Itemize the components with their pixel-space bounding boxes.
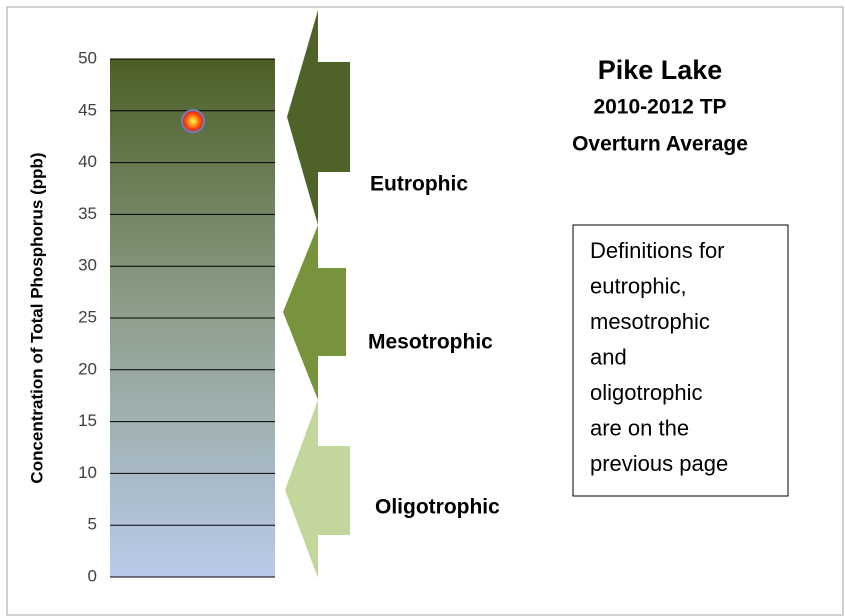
y-tick-label: 40 [78,152,97,171]
y-tick-label: 45 [78,100,97,119]
subtitle: 2010-2012 TP [593,96,726,119]
frame [6,6,844,616]
subtitle: Overturn Average [572,133,748,156]
point [181,109,205,134]
y-tick-label: 5 [88,515,97,534]
y-tick-label: 50 [78,48,97,67]
annotation: Oligotrophic [375,496,500,519]
annotation: Eutrophic [370,173,468,196]
y-tick-label: 15 [78,411,97,430]
note-line: eutrophic, [590,273,687,298]
y-tick-label: 35 [78,204,97,223]
note-box [572,224,789,497]
oligotrophic-arrow [285,400,350,578]
y-tick-label: 25 [78,307,97,326]
note-line: previous page [590,451,728,476]
mesotrophic-arrow [283,225,346,400]
note-line: and [590,344,627,369]
annotation: Mesotrophic [368,331,493,354]
note-line: Definitions for [590,238,725,263]
note-line: are on the [590,415,689,440]
note-line: mesotrophic [590,309,710,334]
y-axis-label: Concentration of Total Phosphorus (ppb) [27,152,46,483]
y-tick-label: 10 [78,463,97,482]
y-tick-label: 30 [78,256,97,275]
eutrophic-arrow [287,10,350,225]
y-tick-label: 0 [88,566,97,585]
note-line: oligotrophic [590,380,703,405]
y-tick-label: 20 [78,359,97,378]
chart-title: Pike Lake [598,55,723,85]
